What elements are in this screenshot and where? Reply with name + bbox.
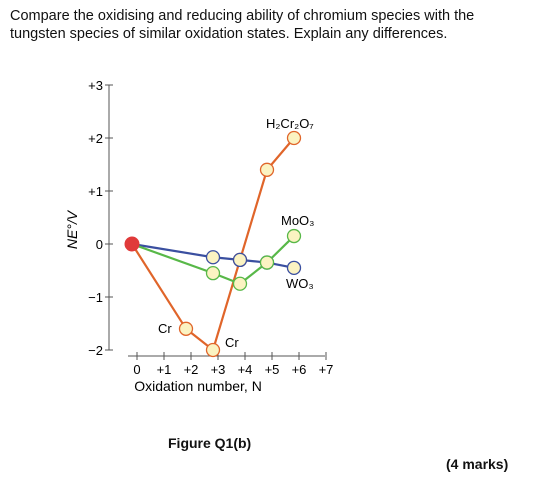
data-point [205, 342, 221, 358]
annotation-wo3: WO₃ [286, 276, 314, 291]
y-tick-label: +2 [88, 131, 103, 146]
origin-point [124, 236, 140, 252]
data-point [286, 228, 302, 244]
data-point [205, 250, 221, 265]
data-point [232, 276, 248, 291]
data-point [259, 255, 275, 270]
data-point [286, 130, 302, 146]
y-tick-label: 0 [96, 237, 103, 252]
x-tick-label: +2 [184, 362, 199, 377]
data-point [178, 321, 194, 336]
data-point [286, 260, 302, 276]
x-tick-label: +5 [265, 362, 280, 377]
data-point [205, 265, 221, 281]
x-tick-label: +4 [238, 362, 253, 377]
question-text: Compare the oxidising and reducing abili… [10, 8, 475, 42]
y-tick-label: −2 [88, 343, 103, 358]
x-tick-label: +6 [292, 362, 307, 377]
x-axis-label: Oxidation number, N [134, 378, 262, 394]
annotation-h2cr2o7: H₂Cr₂O₇ [266, 116, 314, 131]
y-tick-label: +1 [88, 184, 103, 199]
annotation-cr_a: Cr [158, 321, 172, 336]
marks-label: (4 marks) [446, 456, 509, 472]
y-axis-label: NE°/V [64, 209, 80, 249]
data-point [259, 162, 275, 177]
x-tick-label: +1 [157, 362, 172, 377]
x-tick-label: +7 [319, 362, 334, 377]
figure-caption: Figure Q1(b) [168, 435, 252, 451]
data-point [232, 252, 248, 268]
annotation-moo3: MoO₃ [281, 213, 314, 228]
x-tick-label: +3 [211, 362, 226, 377]
y-tick-label: −1 [88, 290, 103, 305]
annotation-cr_b: Cr [225, 335, 239, 350]
y-tick-label: +3 [88, 78, 103, 93]
x-tick-label: 0 [133, 362, 140, 377]
